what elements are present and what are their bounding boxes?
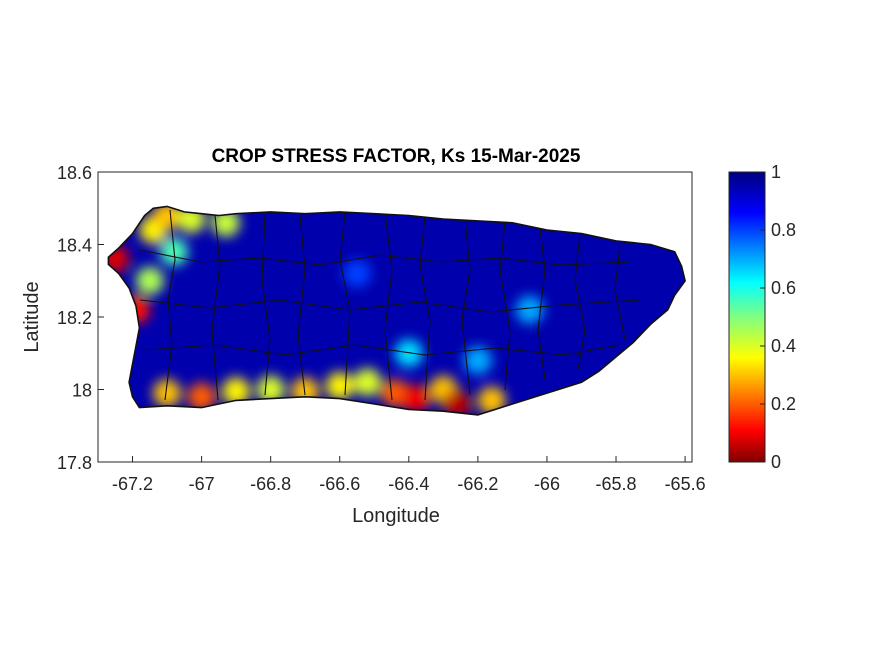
stress-zone	[153, 379, 182, 408]
x-axis-label: Longitude	[352, 505, 440, 527]
x-tick-label: -66	[534, 474, 560, 494]
x-axis: -67.2 -67 -66.8 -66.6 -66.4 -66.2 -66 -65.8 -65.…	[112, 456, 706, 494]
y-tick-label: 18.4	[57, 236, 92, 256]
stress-zone	[463, 346, 492, 375]
stress-zone	[477, 386, 506, 415]
island-outline	[107, 205, 686, 416]
colorbar-tick-label: 0.6	[771, 278, 796, 298]
x-tick-label: -66.4	[388, 474, 429, 494]
stress-zone	[187, 382, 216, 411]
stress-zone	[108, 245, 130, 273]
stress-zone	[401, 384, 430, 413]
colorbar	[728, 171, 766, 463]
x-tick-label: -67	[189, 474, 215, 494]
stress-zone	[256, 375, 285, 404]
stress-zone	[325, 371, 354, 400]
colorbar-tick-label: 0.4	[771, 336, 796, 356]
stress-zone	[394, 339, 423, 368]
x-tick-label: -66.6	[319, 474, 360, 494]
x-tick-label: -66.8	[250, 474, 291, 494]
stress-zone	[353, 368, 382, 397]
stress-zone	[135, 266, 164, 295]
chart-title: CROP STRESS FACTOR, Ks 15-Mar-2025	[212, 146, 581, 167]
colorbar-tick-label: 0	[771, 452, 781, 472]
x-tick-label: -66.2	[457, 474, 498, 494]
y-axis-label: Latitude	[21, 281, 43, 352]
x-tick-label: -65.6	[665, 474, 706, 494]
y-tick-label: 18.6	[57, 163, 92, 183]
y-tick-label: 18	[72, 381, 92, 401]
stress-zone	[443, 390, 472, 415]
x-tick-label: -67.2	[112, 474, 153, 494]
y-tick-label: 18.2	[57, 308, 92, 328]
y-tick-label: 17.8	[57, 453, 92, 473]
x-tick-label: -65.8	[596, 474, 637, 494]
colorbar-tick-label: 0.2	[771, 394, 796, 414]
stress-zone	[222, 377, 251, 406]
colorbar-ticks: 0 0.2 0.4 0.6 0.8 1	[760, 162, 796, 472]
colorbar-tick-label: 1	[771, 162, 781, 182]
colorbar-tick-label: 0.8	[771, 220, 796, 240]
municipality-boundaries	[139, 209, 641, 401]
y-axis: 17.8 18 18.2 18.4 18.6	[57, 163, 104, 473]
stress-zone	[343, 259, 372, 288]
stress-zone	[515, 295, 544, 324]
